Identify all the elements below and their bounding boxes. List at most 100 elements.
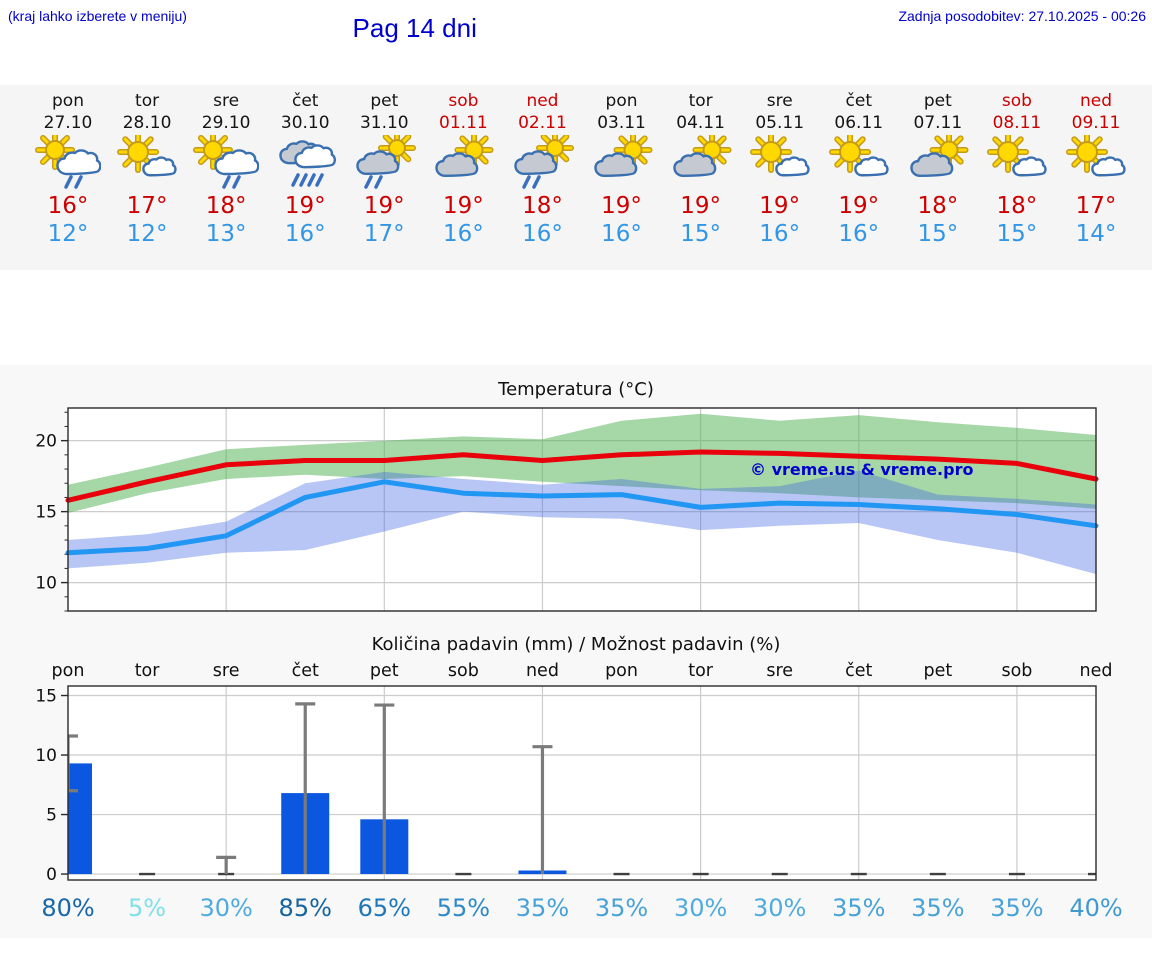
cloud-glyph (853, 156, 889, 177)
y-tick-label: 0 (46, 865, 57, 885)
tmax-value: 19° (601, 193, 642, 219)
precip-probability: 85% (278, 894, 332, 922)
day-name-label: ned (526, 91, 559, 111)
precip-probability: 35% (911, 894, 965, 922)
tmin-value: 17° (363, 221, 405, 247)
precip-zero-mark (850, 872, 867, 876)
tmax-value: 17° (126, 193, 168, 219)
day-name-label: tor (688, 91, 713, 111)
weather-icon-cell (657, 135, 745, 192)
precip-probability: 35% (832, 894, 886, 922)
weather-icon-cell (24, 135, 112, 192)
precip-probability: 35% (594, 894, 649, 922)
tmin-value: 15° (996, 221, 1038, 247)
weather-icon-cell (815, 135, 903, 192)
rain-glyph (315, 173, 324, 187)
forecast-day-07.11: pet 07.11 18° 15° (894, 85, 982, 248)
precip-zero-mark (1008, 872, 1025, 876)
precip-probability: 30% (673, 894, 728, 922)
tmin-value: 16° (759, 221, 801, 247)
cloud-glyph (593, 152, 637, 178)
rain-glyph (74, 175, 83, 189)
day-name-label: čet (845, 91, 872, 111)
tmax-value: 18° (917, 193, 959, 219)
rain-glyph (64, 175, 73, 189)
day-date-label: 27.10 (43, 113, 93, 133)
forecast-day-02.11: ned 02.11 18° 16° (498, 85, 586, 248)
location-menu-hint: (kraj lahko izberete v meniju) (8, 8, 187, 24)
forecast-day-08.11: sob 08.11 18° 15° (973, 85, 1061, 248)
tmin-line (65, 479, 1099, 556)
precip-day-label: sre (766, 661, 793, 681)
tmax-value: 16° (47, 193, 89, 219)
sun-glyph (749, 135, 792, 173)
cloud-glyph (356, 150, 400, 176)
precip-day-label: pet (923, 661, 952, 681)
day-name-label: ned (1079, 91, 1113, 111)
cloud-glyph (774, 156, 810, 177)
charts-section: Temperatura (°C) 10 15 20 © vreme.us & vrem… (0, 365, 1152, 938)
precip-day-label: sob (448, 661, 479, 681)
y-tick-label: 15 (35, 503, 57, 523)
precip-probability-row: 80% 5% 30% 85% 65% 55% 35% 35% 30% 30% 35% 35% 35% 40… (0, 892, 1152, 928)
precip-probability: 35% (515, 894, 570, 922)
precip-day-label: sre (213, 661, 240, 681)
tmin-value: 15° (917, 221, 959, 247)
forecast-day-31.10: pet 31.10 19° 17° (340, 85, 428, 248)
sun-small-cloud-icon (1066, 135, 1126, 177)
rain-glyph (299, 173, 308, 187)
tmax-value: 19° (284, 193, 326, 219)
precip-probability: 5% (128, 894, 167, 922)
day-date-label: 07.11 (913, 113, 963, 133)
gray-sun-icon (910, 135, 969, 178)
cloud-glyph (1012, 156, 1047, 177)
weather-icon-cell (578, 135, 666, 192)
heavy-rain-icon (279, 140, 337, 187)
precip-day-label: ned (526, 661, 559, 681)
weather-icon-cell (973, 135, 1061, 192)
tmin-value: 16° (522, 221, 563, 247)
cloud-glyph (514, 150, 558, 176)
precipitation-chart-title: Količina padavin (mm) / Možnost padavin … (371, 634, 781, 655)
day-name-label: pon (605, 91, 638, 111)
day-name-label: sre (213, 91, 240, 111)
temperature-chart: 10 15 20 © vreme.us & vreme.pro (0, 403, 1152, 618)
tmax-value: 18° (996, 193, 1038, 219)
weather-icon-cell (1052, 135, 1140, 192)
rain-glyph (374, 175, 384, 189)
cloud-glyph (435, 152, 479, 178)
tmax-value: 18° (522, 193, 563, 219)
tmax-value: 19° (759, 193, 801, 219)
day-date-label: 06.11 (834, 113, 884, 133)
precip-zero-mark (692, 872, 709, 876)
temperature-plot: 10 15 20 © vreme.us & vreme.pro (35, 407, 1099, 612)
forecast-day-28.10: tor 28.10 17° 12° (103, 85, 191, 248)
day-date-label: 01.11 (439, 113, 488, 133)
sun-small-cloud-icon (749, 135, 810, 177)
sun-cloud-rain-icon (193, 135, 260, 189)
y-tick-label: 10 (35, 574, 57, 594)
precip-day-label: pet (370, 661, 399, 681)
weather-icon-cell (182, 135, 270, 192)
day-name-label: čet (291, 91, 319, 111)
precip-probability: 55% (436, 894, 491, 922)
tmin-value: 16° (838, 221, 880, 247)
precip-probability: 30% (199, 894, 253, 922)
tmin-value: 12° (126, 221, 168, 247)
cloud-glyph (1091, 156, 1126, 177)
cloud-glyph (214, 149, 260, 176)
day-name-label: pet (370, 91, 399, 111)
rain-glyph (307, 173, 316, 187)
tmax-line (65, 449, 1099, 503)
weather-icon-cell (103, 135, 191, 192)
gray-sun-icon (593, 135, 653, 178)
y-tick-label: 10 (35, 746, 57, 766)
forecast-day-27.10: pon 27.10 16° 12° (24, 85, 112, 248)
forecast-day-03.11: pon 03.11 19° 16° (578, 85, 666, 248)
precip-zero-mark (455, 872, 472, 876)
cloud-glyph (910, 152, 954, 178)
tmin-value: 16° (442, 221, 484, 247)
precip-day-label: ned (1080, 661, 1113, 681)
tmin-range-band (68, 470, 1096, 575)
day-name-label: tor (135, 91, 160, 111)
